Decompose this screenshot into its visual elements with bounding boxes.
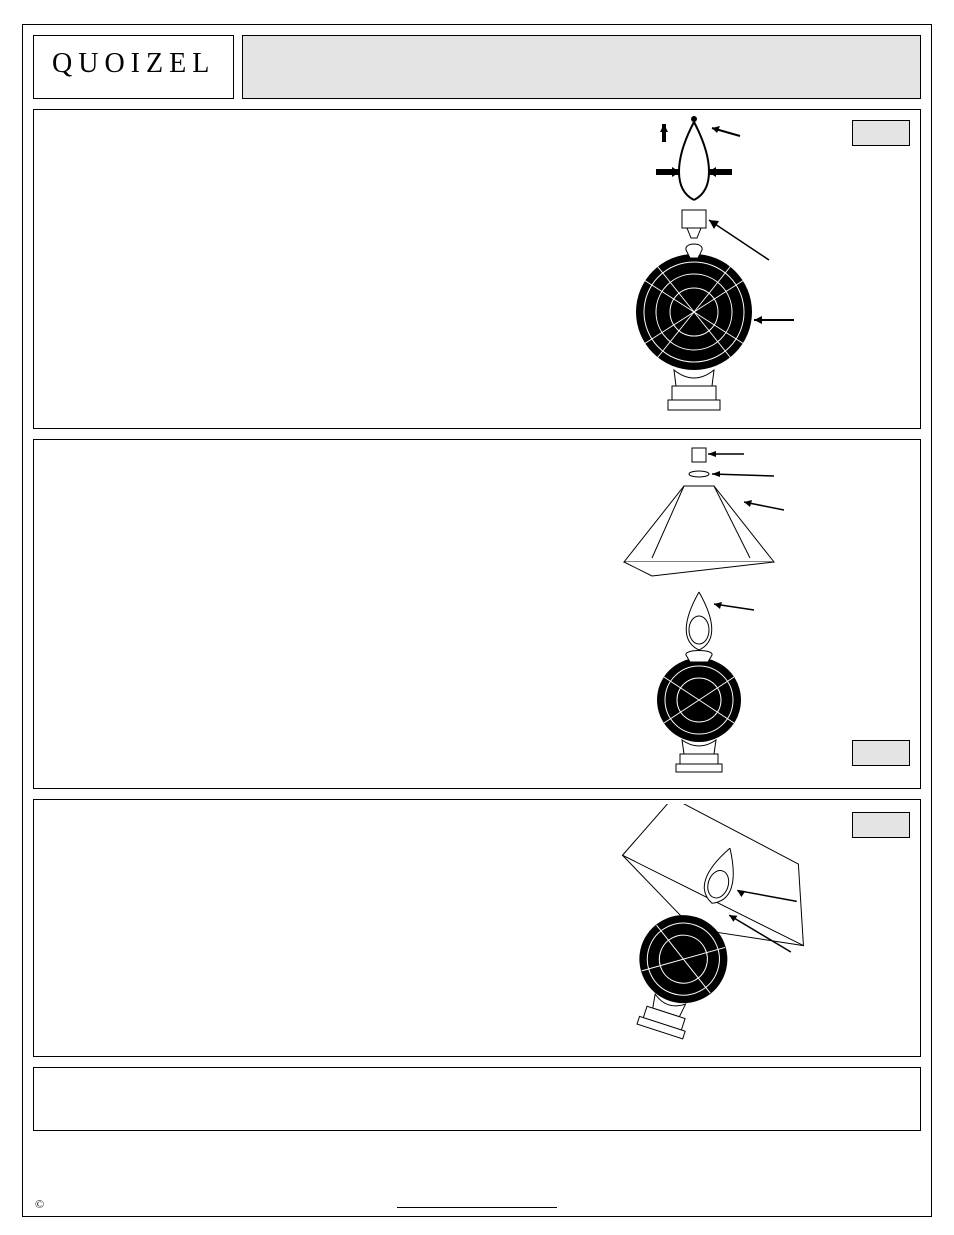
figure-2-diagram — [574, 442, 854, 782]
header-bar: QUOIZEL — [33, 35, 921, 99]
copyright-symbol: © — [35, 1197, 44, 1212]
figure-2-tag — [852, 740, 910, 766]
brand-logo: QUOIZEL — [33, 35, 234, 99]
lamp-shade-assembly-icon — [574, 442, 854, 782]
figure-1-tag — [852, 120, 910, 146]
page: QUOIZEL — [0, 0, 954, 1235]
figure-3-tag — [852, 812, 910, 838]
outer-frame: QUOIZEL — [22, 24, 932, 1217]
figure-3-panel — [33, 799, 921, 1057]
lamp-bulb-install-icon — [574, 804, 834, 1052]
footer-rule — [397, 1207, 557, 1208]
footer-note-panel — [33, 1067, 921, 1131]
figure-1-panel — [33, 109, 921, 429]
figure-2-panel — [33, 439, 921, 789]
lamp-base-harp-icon — [594, 110, 844, 420]
title-panel — [242, 35, 921, 99]
figure-1-diagram — [594, 110, 844, 420]
figure-3-diagram — [574, 804, 834, 1052]
